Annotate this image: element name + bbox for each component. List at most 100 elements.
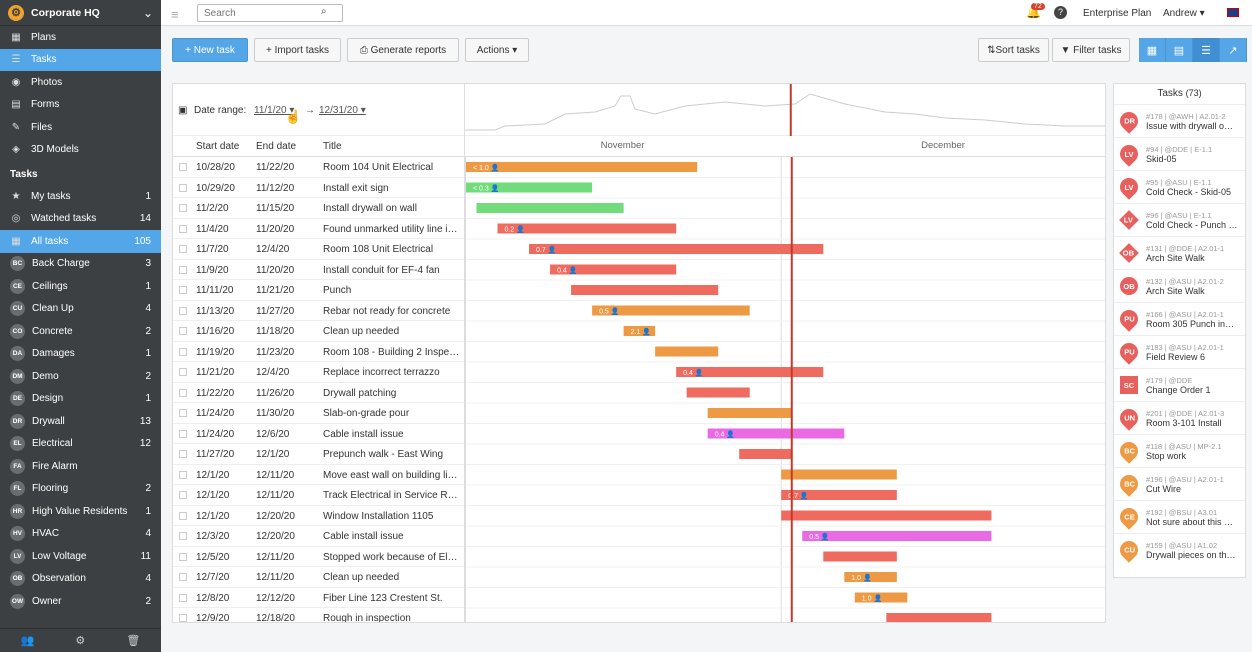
chart-view-icon[interactable]: ↗ [1220,38,1247,62]
category-demo[interactable]: DM Demo 2 [0,365,161,388]
category-design[interactable]: DE Design 1 [0,388,161,411]
gantt-bar[interactable] [802,531,992,541]
gantt-view-icon[interactable]: ☰ [1193,38,1220,62]
task-card[interactable]: DR #178 | @AWH | A2.01-2 Issue with drywal… [1114,104,1245,137]
gantt-bar[interactable] [592,305,750,316]
search-icon[interactable]: ⌕ [321,6,327,17]
table-row[interactable]: 12/3/20 12/20/20 Cable install issue [173,526,464,547]
task-title[interactable]: Install exit sign [323,182,389,194]
table-row[interactable]: 12/8/20 12/12/20 Fiber Line 123 Crestent S… [173,588,464,608]
nav-item-plans[interactable]: ▦ Plans [0,26,161,49]
gantt-bar[interactable] [823,551,897,562]
category-clean-up[interactable]: CU Clean Up 4 [0,298,161,321]
category-damages[interactable]: DA Damages 1 [0,343,161,366]
table-row[interactable]: 10/29/20 11/12/20 Install exit sign [173,178,464,198]
row-checkbox[interactable] [179,265,187,274]
task-title[interactable]: Move east wall on building line… [323,469,461,481]
gantt-bar[interactable] [781,510,992,521]
task-title[interactable]: Slab-on-grade pour [323,408,410,419]
task-title[interactable]: Stopped work because of Elect… [323,551,461,563]
nav-item-photos[interactable]: ◉ Photos [0,71,161,94]
gantt-bar[interactable] [886,613,992,623]
task-title[interactable]: Cable install issue [323,531,404,542]
filter-watched-tasks[interactable]: ◎ Watched tasks 14 [0,208,161,231]
gantt-bar[interactable] [623,326,656,336]
help-icon[interactable]: ? [1054,6,1067,19]
table-row[interactable]: 12/1/20 12/11/20 Move east wall on buildin… [173,465,464,485]
row-checkbox[interactable] [179,245,187,253]
table-row[interactable]: 12/7/20 12/11/20 Clean up needed [173,567,464,588]
gantt-bar[interactable] [844,572,897,582]
workspace-switcher[interactable]: ⚙ Corporate HQ ⌄ [0,0,161,26]
import-tasks-button[interactable]: + Import tasks [254,38,341,62]
task-title[interactable]: Punch [323,285,352,296]
task-card[interactable]: LV #94 | @DDE | E-1.1 Skid-05 [1114,137,1245,170]
row-checkbox[interactable] [179,532,187,540]
task-card[interactable]: BC #196 | @ASU | A2.01-1 Cut Wire [1114,467,1245,500]
gantt-bar[interactable] [686,387,750,398]
trash-icon[interactable]: 🗑 [126,635,141,647]
category-fire-alarm[interactable]: FA Fire Alarm [0,455,161,478]
category-owner[interactable]: OW Owner 2 [0,590,161,613]
start-date-header[interactable]: Start date [196,141,240,152]
row-checkbox[interactable] [179,347,187,356]
task-card[interactable]: BC #118 | @ASU | MP-2.1 Stop work [1114,434,1245,467]
task-title[interactable]: Rebar not ready for concrete [323,305,451,317]
flag-icon[interactable] [1227,8,1239,17]
category-ceilings[interactable]: CE Ceilings 1 [0,275,161,298]
gantt-bar[interactable] [781,490,897,500]
row-checkbox[interactable] [179,470,187,479]
plan-link[interactable]: Enterprise Plan [1083,8,1152,19]
table-row[interactable]: 12/9/20 12/18/20 Rough in inspection [173,608,464,623]
task-card[interactable]: CE #192 | @BSU | A3.01 Not sure about this… [1114,500,1245,533]
filter-tasks-button[interactable]: ▼ Filter tasks [1052,38,1130,62]
calendar-view-icon[interactable]: ▤ [1166,38,1193,62]
title-header[interactable]: Title [323,141,342,152]
row-checkbox[interactable] [179,327,187,335]
table-row[interactable]: 11/13/20 11/27/20 Rebar not ready for conc… [173,301,464,321]
category-drywall[interactable]: DR Drywall 13 [0,410,161,433]
task-card[interactable]: LV #96 | @ASU | E-1.1 Cold Check - Punch l… [1114,203,1245,236]
task-title[interactable]: Room 108 - Building 2 Inspecti… [323,346,461,358]
filter-my-tasks[interactable]: ★ My tasks 1 [0,185,161,208]
row-checkbox[interactable] [179,552,187,561]
row-checkbox[interactable] [179,429,187,438]
task-title[interactable]: Replace incorrect terrazzo [323,367,440,378]
new-task-button[interactable]: + New task [172,38,248,62]
task-card[interactable]: CU #159 | @ASU | A1.02 Drywall pieces on t… [1114,533,1245,566]
task-title[interactable]: Install conduit for EF-4 fan [323,264,440,276]
task-title[interactable]: Window Installation 1105 [323,510,434,522]
category-low-voltage[interactable]: LV Low Voltage 11 [0,545,161,568]
row-checkbox[interactable] [179,450,187,458]
task-title[interactable]: Rough in inspection [323,613,411,623]
row-checkbox[interactable] [179,593,187,602]
row-checkbox[interactable] [179,491,187,499]
category-hvac[interactable]: HV HVAC 4 [0,523,161,546]
gantt-bar[interactable] [739,449,792,459]
row-checkbox[interactable] [179,614,187,622]
task-title[interactable]: Prepunch walk - East Wing [323,449,444,460]
task-card[interactable]: OB #131 | @DDE | A2.01-1 Arch Site Walk [1114,236,1245,269]
task-card[interactable]: UN #201 | @DDE | A2.01-3 Room 3-101 Instal… [1114,401,1245,434]
category-flooring[interactable]: FL Flooring 2 [0,478,161,501]
actions-button[interactable]: Actions ▾ [465,38,529,62]
nav-item-tasks[interactable]: ☰ Tasks [0,48,161,71]
users-icon[interactable]: 👥 [20,635,35,647]
task-title[interactable]: Cable install issue [323,428,404,440]
task-card[interactable]: OB #132 | @ASU | A2.01-2 Arch Site Walk [1114,269,1245,302]
gantt-bar[interactable] [707,428,845,439]
date-from-select[interactable]: 11/1/20 ▾ [254,105,295,116]
row-checkbox[interactable] [179,511,187,520]
task-card[interactable]: SC #179 | @DDE Change Order 1 [1114,368,1245,401]
task-card[interactable]: LV #95 | @ASU | E-1.1 Cold Check - Skid-05 [1114,170,1245,203]
table-row[interactable]: 11/19/20 11/23/20 Room 108 - Building 2 In… [173,342,464,362]
row-checkbox[interactable] [179,286,187,294]
table-row[interactable]: 11/24/20 12/6/20 Cable install issue [173,424,464,444]
table-row[interactable]: 12/1/20 12/11/20 Track Electrical in Servi… [173,485,464,506]
table-row[interactable]: 11/2/20 11/15/20 Install drywall on wall [173,198,464,219]
table-row[interactable]: 11/24/20 11/30/20 Slab-on-grade pour [173,403,464,424]
table-row[interactable]: 11/9/20 11/20/20 Install conduit for EF-4 … [173,260,464,280]
task-title[interactable]: Room 104 Unit Electrical [323,162,434,173]
nav-item-files[interactable]: ✎ Files [0,116,161,139]
task-title[interactable]: Track Electrical in Service Roo… [323,490,461,501]
